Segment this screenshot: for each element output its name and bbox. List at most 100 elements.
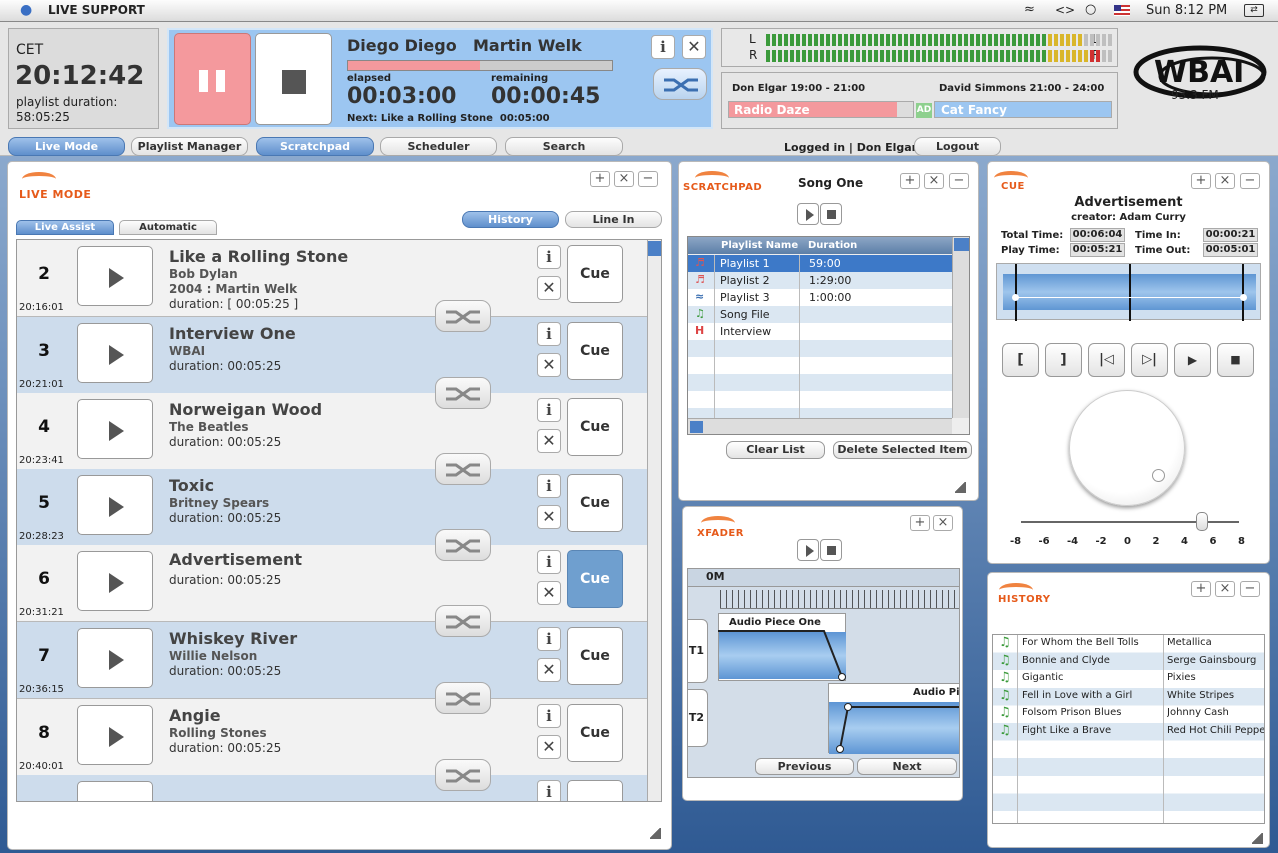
crossfade-icon[interactable]	[435, 453, 491, 485]
crossfade-icon[interactable]	[435, 682, 491, 714]
xfader-stop-button[interactable]	[820, 539, 842, 561]
crossfade-icon[interactable]	[653, 68, 707, 100]
live-add-button[interactable]: +	[590, 171, 610, 187]
row-cue-button[interactable]: Cue	[567, 627, 623, 685]
nav-scheduler[interactable]: Scheduler	[380, 137, 497, 156]
row-info-button[interactable]: i	[537, 474, 561, 498]
playlist-scrollbar[interactable]	[647, 240, 661, 801]
line-in-button[interactable]: Line In	[565, 211, 662, 228]
app-menu[interactable]: LIVE SUPPORT	[48, 3, 145, 17]
scratch-resize-icon[interactable]	[955, 482, 966, 493]
scratch-hscroll[interactable]	[688, 418, 952, 434]
battery-icon[interactable]: ⇄	[1244, 4, 1264, 17]
previous-button[interactable]: Previous	[755, 758, 854, 775]
row-cue-button[interactable]: Cue	[567, 704, 623, 762]
list-item[interactable]: H Interview	[688, 323, 952, 340]
scratch-stop-button[interactable]	[820, 203, 842, 225]
flag-icon[interactable]	[1114, 5, 1130, 16]
scratch-minimize-button[interactable]: −	[949, 173, 969, 189]
row-remove-button[interactable]: ✕	[537, 276, 561, 300]
row-cue-button[interactable]: Cue	[567, 245, 623, 303]
stop-button[interactable]	[255, 33, 332, 125]
list-item[interactable]: ≈ Playlist 3 1:00:00	[688, 289, 952, 306]
tab-automatic[interactable]: Automatic	[119, 220, 217, 235]
now-close-button[interactable]: ✕	[682, 35, 706, 59]
cue-add-button[interactable]: +	[1191, 173, 1211, 189]
row-play-button[interactable]	[77, 628, 153, 688]
nav-scratchpad[interactable]: Scratchpad	[256, 137, 374, 156]
row-play-button[interactable]	[77, 551, 153, 611]
nav-search[interactable]: Search	[505, 137, 623, 156]
cue-stop-button[interactable]: ■	[1217, 343, 1254, 377]
audio-piece-two[interactable]: Audio Pi	[828, 683, 959, 754]
progress-bar[interactable]	[347, 60, 613, 71]
mark-in-button[interactable]: [	[1002, 343, 1039, 377]
list-item[interactable]: ♫ Fell in Love with a Girl White Stripes	[993, 688, 1264, 705]
row-play-button[interactable]	[77, 399, 153, 459]
live-close-button[interactable]: ×	[614, 171, 634, 187]
crossfade-icon[interactable]	[435, 377, 491, 409]
cue-play-button[interactable]: ▶	[1174, 343, 1211, 377]
row-info-button[interactable]: i	[537, 398, 561, 422]
sync-icon[interactable]: <>	[1055, 3, 1076, 17]
row-remove-button[interactable]: ✕	[537, 735, 561, 759]
row-info-button[interactable]: i	[537, 550, 561, 574]
row-cue-button[interactable]: Cue	[567, 780, 623, 801]
tab-live-assist[interactable]: Live Assist	[16, 220, 114, 235]
crossfade-icon[interactable]	[435, 605, 491, 637]
history-add-button[interactable]: +	[1191, 581, 1211, 597]
list-item[interactable]: ♫ For Whom the Bell Tolls Metallica	[993, 635, 1264, 652]
row-remove-button[interactable]: ✕	[537, 429, 561, 453]
pitch-slider-thumb[interactable]	[1195, 512, 1208, 531]
cue-minimize-button[interactable]: −	[1240, 173, 1260, 189]
row-remove-button[interactable]: ✕	[537, 581, 561, 605]
audio-piece-one[interactable]: Audio Piece One	[718, 613, 846, 681]
jog-wheel[interactable]	[1069, 390, 1185, 506]
menubar-clock[interactable]: Sun 8:12 PM	[1146, 3, 1228, 18]
history-button[interactable]: History	[462, 211, 559, 228]
history-resize-icon[interactable]	[1252, 833, 1263, 844]
cue-waveform[interactable]	[996, 263, 1261, 321]
row-play-button[interactable]	[77, 475, 153, 535]
scratch-vscroll[interactable]	[952, 237, 969, 418]
nav-playlist-manager[interactable]: Playlist Manager	[131, 137, 248, 156]
skip-forward-button[interactable]: ▷|	[1131, 343, 1168, 377]
next-button[interactable]: Next	[857, 758, 957, 775]
row-cue-button[interactable]: Cue	[567, 474, 623, 532]
pause-button[interactable]	[174, 33, 251, 125]
list-item[interactable]: ♫ Bonnie and Clyde Serge Gainsbourg	[993, 653, 1264, 670]
clear-list-button[interactable]: Clear List	[726, 441, 825, 459]
resize-grip-icon[interactable]	[650, 828, 661, 839]
now-info-button[interactable]: i	[651, 35, 675, 59]
row-play-button[interactable]	[77, 781, 153, 801]
row-info-button[interactable]: i	[537, 627, 561, 651]
cue-close-button[interactable]: ×	[1215, 173, 1235, 189]
col-playlist-name[interactable]: Playlist Name	[721, 240, 799, 251]
live-minimize-button[interactable]: −	[638, 171, 658, 187]
row-remove-button[interactable]: ✕	[537, 353, 561, 377]
xfader-add-button[interactable]: +	[910, 515, 930, 531]
row-remove-button[interactable]: ✕	[537, 505, 561, 529]
row-play-button[interactable]	[77, 323, 153, 383]
skip-back-button[interactable]: |◁	[1088, 343, 1125, 377]
delete-selected-button[interactable]: Delete Selected Item	[833, 441, 972, 459]
row-cue-button[interactable]: Cue	[567, 550, 623, 608]
row-info-button[interactable]: i	[537, 780, 561, 801]
chat-icon[interactable]: ○	[1085, 2, 1097, 17]
row-remove-button[interactable]: ✕	[537, 658, 561, 682]
list-item[interactable]: ♫ Song File	[688, 306, 952, 323]
row-play-button[interactable]	[77, 705, 153, 765]
xfader-close-button[interactable]: ×	[933, 515, 953, 531]
col-duration[interactable]: Duration	[808, 240, 858, 251]
row-info-button[interactable]: i	[537, 322, 561, 346]
row-cue-button[interactable]: Cue	[567, 398, 623, 456]
crossfade-icon[interactable]	[435, 300, 491, 332]
scrollbar-thumb[interactable]	[648, 241, 661, 256]
scratch-play-button[interactable]	[797, 203, 819, 225]
list-item[interactable]: ♫ Gigantic Pixies	[993, 670, 1264, 687]
pitch-slider-track[interactable]	[1021, 521, 1239, 523]
scratch-add-button[interactable]: +	[900, 173, 920, 189]
scratch-close-button[interactable]: ×	[924, 173, 944, 189]
list-item[interactable]: ♬ Playlist 1 59:00	[688, 255, 952, 272]
history-minimize-button[interactable]: −	[1240, 581, 1260, 597]
